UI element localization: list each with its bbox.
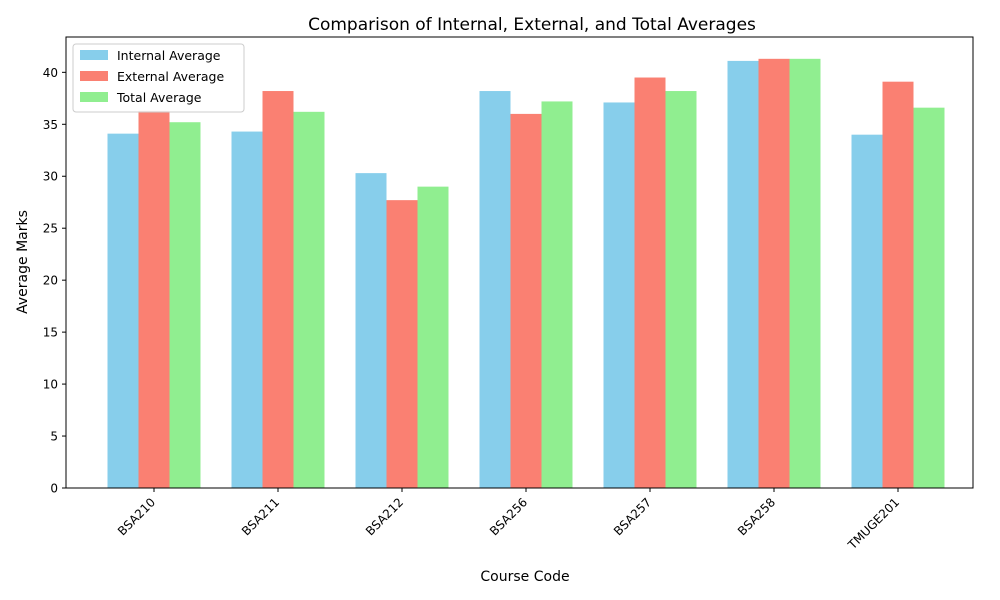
bar-bsa212-internal-average bbox=[355, 173, 387, 488]
bar-bsa212-external-average bbox=[386, 200, 418, 488]
y-tick-label: 35 bbox=[43, 118, 58, 132]
bar-bsa210-internal-average bbox=[107, 133, 139, 488]
y-tick-label: 0 bbox=[50, 482, 58, 496]
x-tick-label: BSA211 bbox=[239, 495, 282, 538]
x-tick-label: BSA210 bbox=[115, 495, 158, 538]
bar-tmuge201-internal-average bbox=[851, 134, 883, 489]
y-axis: 0 5 10 15 20 25 30 35 40 bbox=[43, 66, 66, 496]
bar-bsa211-total-average bbox=[293, 111, 325, 488]
legend-label: Internal Average bbox=[117, 48, 221, 63]
x-tick-label: BSA258 bbox=[735, 495, 778, 538]
x-tick-label: BSA257 bbox=[611, 495, 654, 538]
legend-label: External Average bbox=[117, 69, 224, 84]
bars-group bbox=[107, 58, 945, 489]
y-tick-label: 15 bbox=[43, 326, 58, 340]
bar-bsa212-total-average bbox=[417, 186, 449, 488]
plot-frame bbox=[65, 36, 974, 489]
y-tick-label: 10 bbox=[43, 378, 58, 392]
y-tick-label: 5 bbox=[50, 430, 58, 444]
bar-bsa258-internal-average bbox=[727, 60, 759, 489]
legend-box bbox=[72, 43, 245, 113]
y-tick-label: 20 bbox=[43, 274, 58, 288]
bar-bsa256-internal-average bbox=[479, 91, 511, 488]
x-axis-title: Course Code bbox=[480, 569, 569, 585]
bar-bsa258-external-average bbox=[758, 58, 790, 489]
y-tick-label: 40 bbox=[43, 66, 58, 80]
bar-bsa257-internal-average bbox=[603, 102, 635, 488]
y-axis-title: Average Marks bbox=[15, 210, 31, 314]
bar-bsa257-total-average bbox=[665, 91, 697, 488]
bar-bsa211-internal-average bbox=[231, 131, 263, 488]
bar-bsa210-total-average bbox=[169, 122, 201, 489]
bar-bsa258-total-average bbox=[789, 58, 821, 489]
x-tick-label: TMUGE201 bbox=[845, 495, 902, 552]
y-tick-label: 25 bbox=[43, 222, 58, 236]
legend-swatch bbox=[80, 50, 108, 60]
bar-bsa211-external-average bbox=[262, 91, 294, 488]
bar-bsa210-external-average bbox=[138, 110, 170, 489]
chart-title: Comparison of Internal, External, and To… bbox=[308, 15, 756, 35]
x-tick-label: BSA212 bbox=[363, 495, 406, 538]
bar-bsa257-external-average bbox=[634, 77, 666, 488]
x-tick-label: BSA256 bbox=[487, 495, 530, 538]
legend-swatch bbox=[80, 92, 108, 102]
legend: Internal Average External Average Total Av… bbox=[72, 43, 245, 113]
bar-bsa256-external-average bbox=[510, 113, 542, 488]
x-axis: BSA210 BSA211 BSA212 BSA256 BSA257 BSA258 TMUG… bbox=[115, 488, 902, 553]
bar-tmuge201-total-average bbox=[913, 107, 945, 488]
bar-bsa256-total-average bbox=[541, 101, 573, 488]
legend-label: Total Average bbox=[116, 90, 202, 105]
y-tick-label: 30 bbox=[43, 170, 58, 184]
legend-swatch bbox=[80, 71, 108, 81]
bar-tmuge201-external-average bbox=[882, 81, 914, 489]
